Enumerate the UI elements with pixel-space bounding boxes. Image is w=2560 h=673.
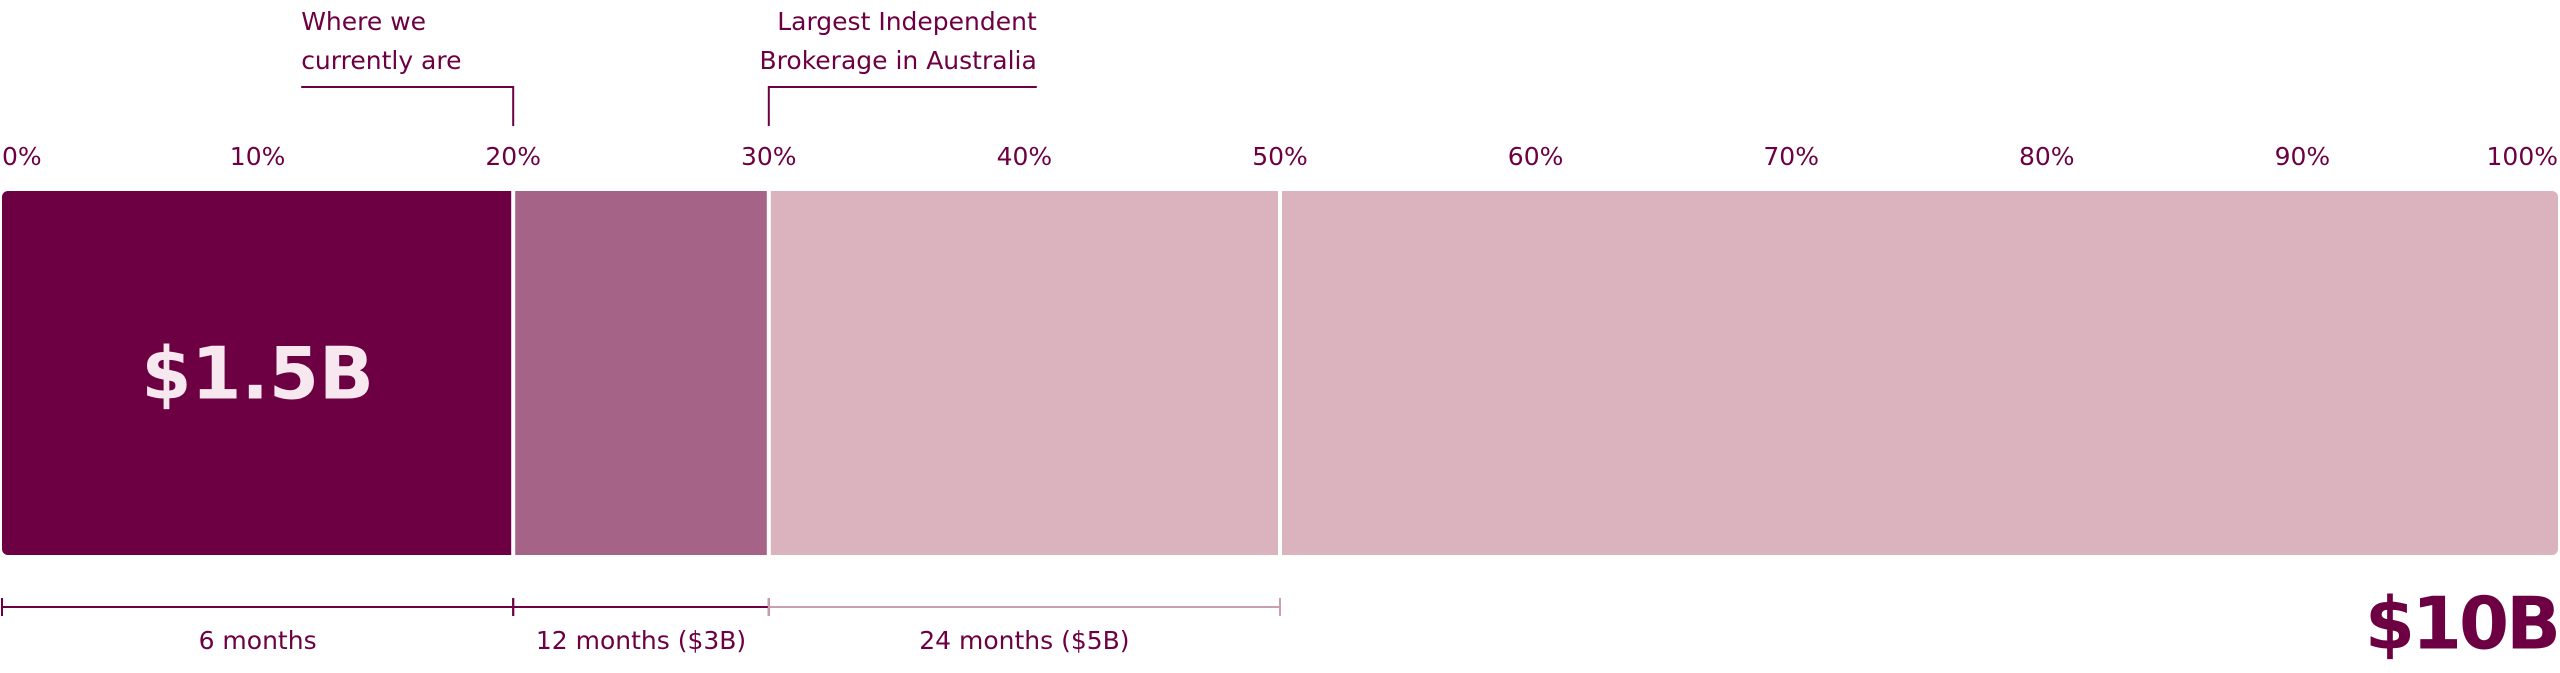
x-tick-label: 70% (1763, 142, 1819, 171)
annotation-bracket (767, 86, 1037, 126)
annotation-text: Where we (301, 7, 426, 36)
total-label: $10B (2365, 582, 2558, 666)
x-tick-label: 80% (2019, 142, 2075, 171)
segment (2, 191, 514, 555)
segment (513, 191, 769, 555)
x-tick-label: 60% (1508, 142, 1564, 171)
timeline-label: 12 months ($3B) (536, 626, 746, 655)
annotation-bracket (301, 86, 515, 126)
x-tick-label: 20% (485, 142, 541, 171)
annotation-text: Largest Independent (777, 7, 1037, 36)
segment (1280, 191, 2558, 555)
annotation-text: currently are (301, 46, 461, 75)
timeline-span (1, 598, 515, 616)
x-tick-label: 10% (230, 142, 286, 171)
x-tick-label: 90% (2275, 142, 2331, 171)
timeline-span (512, 598, 770, 616)
timeline-label: 24 months ($5B) (919, 626, 1129, 655)
timeline-label: 6 months (199, 626, 317, 655)
timeline-span (767, 598, 1281, 616)
x-tick-label: 50% (1252, 142, 1308, 171)
annotation-text: Brokerage in Australia (760, 46, 1037, 75)
segment (768, 191, 1280, 555)
x-tick-label: 40% (997, 142, 1053, 171)
x-tick-label: 30% (741, 142, 797, 171)
x-tick-label: 100% (2487, 142, 2558, 171)
segment-label: $1.5B (141, 332, 374, 416)
x-tick-label: 0% (2, 142, 42, 171)
